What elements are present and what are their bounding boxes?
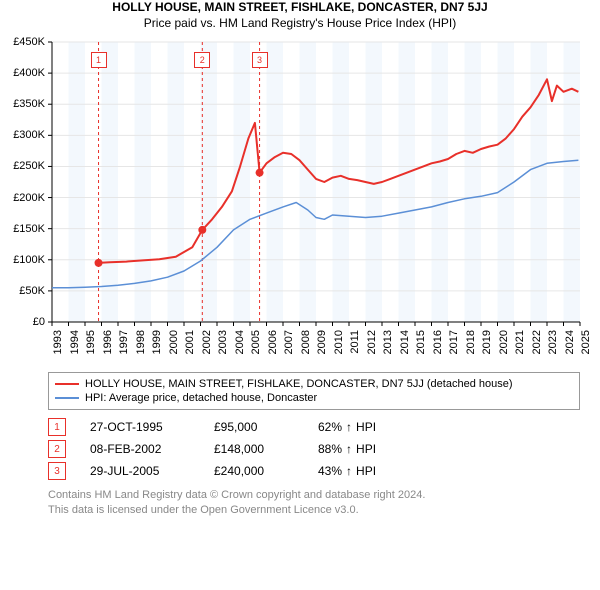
sale-pct: 43% ↑ HPI — [318, 464, 376, 478]
y-tick-label: £50K — [19, 285, 45, 297]
legend-swatch — [55, 383, 79, 385]
sale-pct-value: 88% — [318, 442, 342, 456]
y-tick-label: £400K — [13, 67, 45, 79]
arrow-up-icon: ↑ — [346, 464, 352, 478]
legend-swatch — [55, 397, 79, 399]
x-tick-label: 2021 — [514, 330, 526, 370]
y-tick-label: £0 — [33, 316, 45, 328]
sale-callout: 3 — [252, 52, 268, 68]
x-tick-label: 2018 — [465, 330, 477, 370]
chart-svg — [0, 36, 600, 366]
x-tick-label: 1994 — [69, 330, 81, 370]
y-tick-label: £100K — [13, 254, 45, 266]
sale-price: £95,000 — [214, 420, 294, 434]
sale-marker: 2 — [48, 440, 66, 458]
chart-subtitle: Price paid vs. HM Land Registry's House … — [0, 16, 600, 30]
x-tick-label: 2015 — [415, 330, 427, 370]
x-tick-label: 2001 — [184, 330, 196, 370]
y-tick-label: £250K — [13, 160, 45, 172]
sale-marker: 3 — [48, 462, 66, 480]
x-tick-label: 2024 — [564, 330, 576, 370]
sale-pct: 88% ↑ HPI — [318, 442, 376, 456]
sale-row: 1 27-OCT-1995 £95,000 62% ↑ HPI — [48, 416, 580, 438]
y-tick-label: £200K — [13, 192, 45, 204]
x-tick-label: 1998 — [135, 330, 147, 370]
x-tick-label: 2006 — [267, 330, 279, 370]
sale-pct-suffix: HPI — [356, 464, 376, 478]
sale-row: 3 29-JUL-2005 £240,000 43% ↑ HPI — [48, 460, 580, 482]
sale-row: 2 08-FEB-2002 £148,000 88% ↑ HPI — [48, 438, 580, 460]
sale-date: 08-FEB-2002 — [90, 442, 190, 456]
x-tick-label: 2025 — [580, 330, 592, 370]
x-tick-label: 2020 — [498, 330, 510, 370]
sale-callout: 2 — [194, 52, 210, 68]
sale-pct-value: 62% — [318, 420, 342, 434]
legend-label: HPI: Average price, detached house, Donc… — [85, 392, 317, 404]
x-tick-label: 2017 — [448, 330, 460, 370]
sale-marker: 1 — [48, 418, 66, 436]
legend: HOLLY HOUSE, MAIN STREET, FISHLAKE, DONC… — [48, 372, 580, 410]
sales-table: 1 27-OCT-1995 £95,000 62% ↑ HPI 2 08-FEB-2002 £1… — [48, 416, 580, 482]
x-tick-label: 2023 — [547, 330, 559, 370]
sale-pct-suffix: HPI — [356, 442, 376, 456]
x-tick-label: 2003 — [217, 330, 229, 370]
x-tick-label: 2000 — [168, 330, 180, 370]
y-tick-label: £150K — [13, 223, 45, 235]
legend-row: HOLLY HOUSE, MAIN STREET, FISHLAKE, DONC… — [55, 377, 573, 391]
x-tick-label: 2011 — [349, 330, 361, 370]
credits-line2: This data is licensed under the Open Gov… — [48, 503, 580, 518]
x-tick-label: 2005 — [250, 330, 262, 370]
x-tick-label: 2022 — [531, 330, 543, 370]
y-tick-label: £300K — [13, 129, 45, 141]
x-tick-label: 1999 — [151, 330, 163, 370]
chart-title: HOLLY HOUSE, MAIN STREET, FISHLAKE, DONC… — [0, 0, 600, 14]
sale-callout: 1 — [91, 52, 107, 68]
x-tick-label: 2002 — [201, 330, 213, 370]
x-tick-label: 2013 — [382, 330, 394, 370]
x-tick-label: 2010 — [333, 330, 345, 370]
x-tick-label: 2004 — [234, 330, 246, 370]
arrow-up-icon: ↑ — [346, 442, 352, 456]
x-tick-label: 1997 — [118, 330, 130, 370]
sale-date: 29-JUL-2005 — [90, 464, 190, 478]
x-tick-label: 2007 — [283, 330, 295, 370]
x-tick-label: 2012 — [366, 330, 378, 370]
sale-price: £148,000 — [214, 442, 294, 456]
sale-price: £240,000 — [214, 464, 294, 478]
x-tick-label: 1995 — [85, 330, 97, 370]
credits: Contains HM Land Registry data © Crown c… — [48, 488, 580, 518]
y-tick-label: £350K — [13, 98, 45, 110]
legend-label: HOLLY HOUSE, MAIN STREET, FISHLAKE, DONC… — [85, 378, 513, 390]
x-tick-label: 2014 — [399, 330, 411, 370]
chart-area: £0 £50K £100K £150K £200K £250K £300K £350K £400… — [0, 36, 600, 366]
x-tick-label: 2016 — [432, 330, 444, 370]
x-tick-label: 2009 — [316, 330, 328, 370]
y-tick-label: £450K — [13, 36, 45, 48]
x-tick-label: 2019 — [481, 330, 493, 370]
legend-row: HPI: Average price, detached house, Donc… — [55, 391, 573, 405]
x-tick-label: 1996 — [102, 330, 114, 370]
x-tick-label: 2008 — [300, 330, 312, 370]
credits-line1: Contains HM Land Registry data © Crown c… — [48, 488, 580, 503]
sale-pct-suffix: HPI — [356, 420, 376, 434]
sale-pct-value: 43% — [318, 464, 342, 478]
arrow-up-icon: ↑ — [346, 420, 352, 434]
sale-date: 27-OCT-1995 — [90, 420, 190, 434]
sale-pct: 62% ↑ HPI — [318, 420, 376, 434]
x-tick-label: 1993 — [52, 330, 64, 370]
